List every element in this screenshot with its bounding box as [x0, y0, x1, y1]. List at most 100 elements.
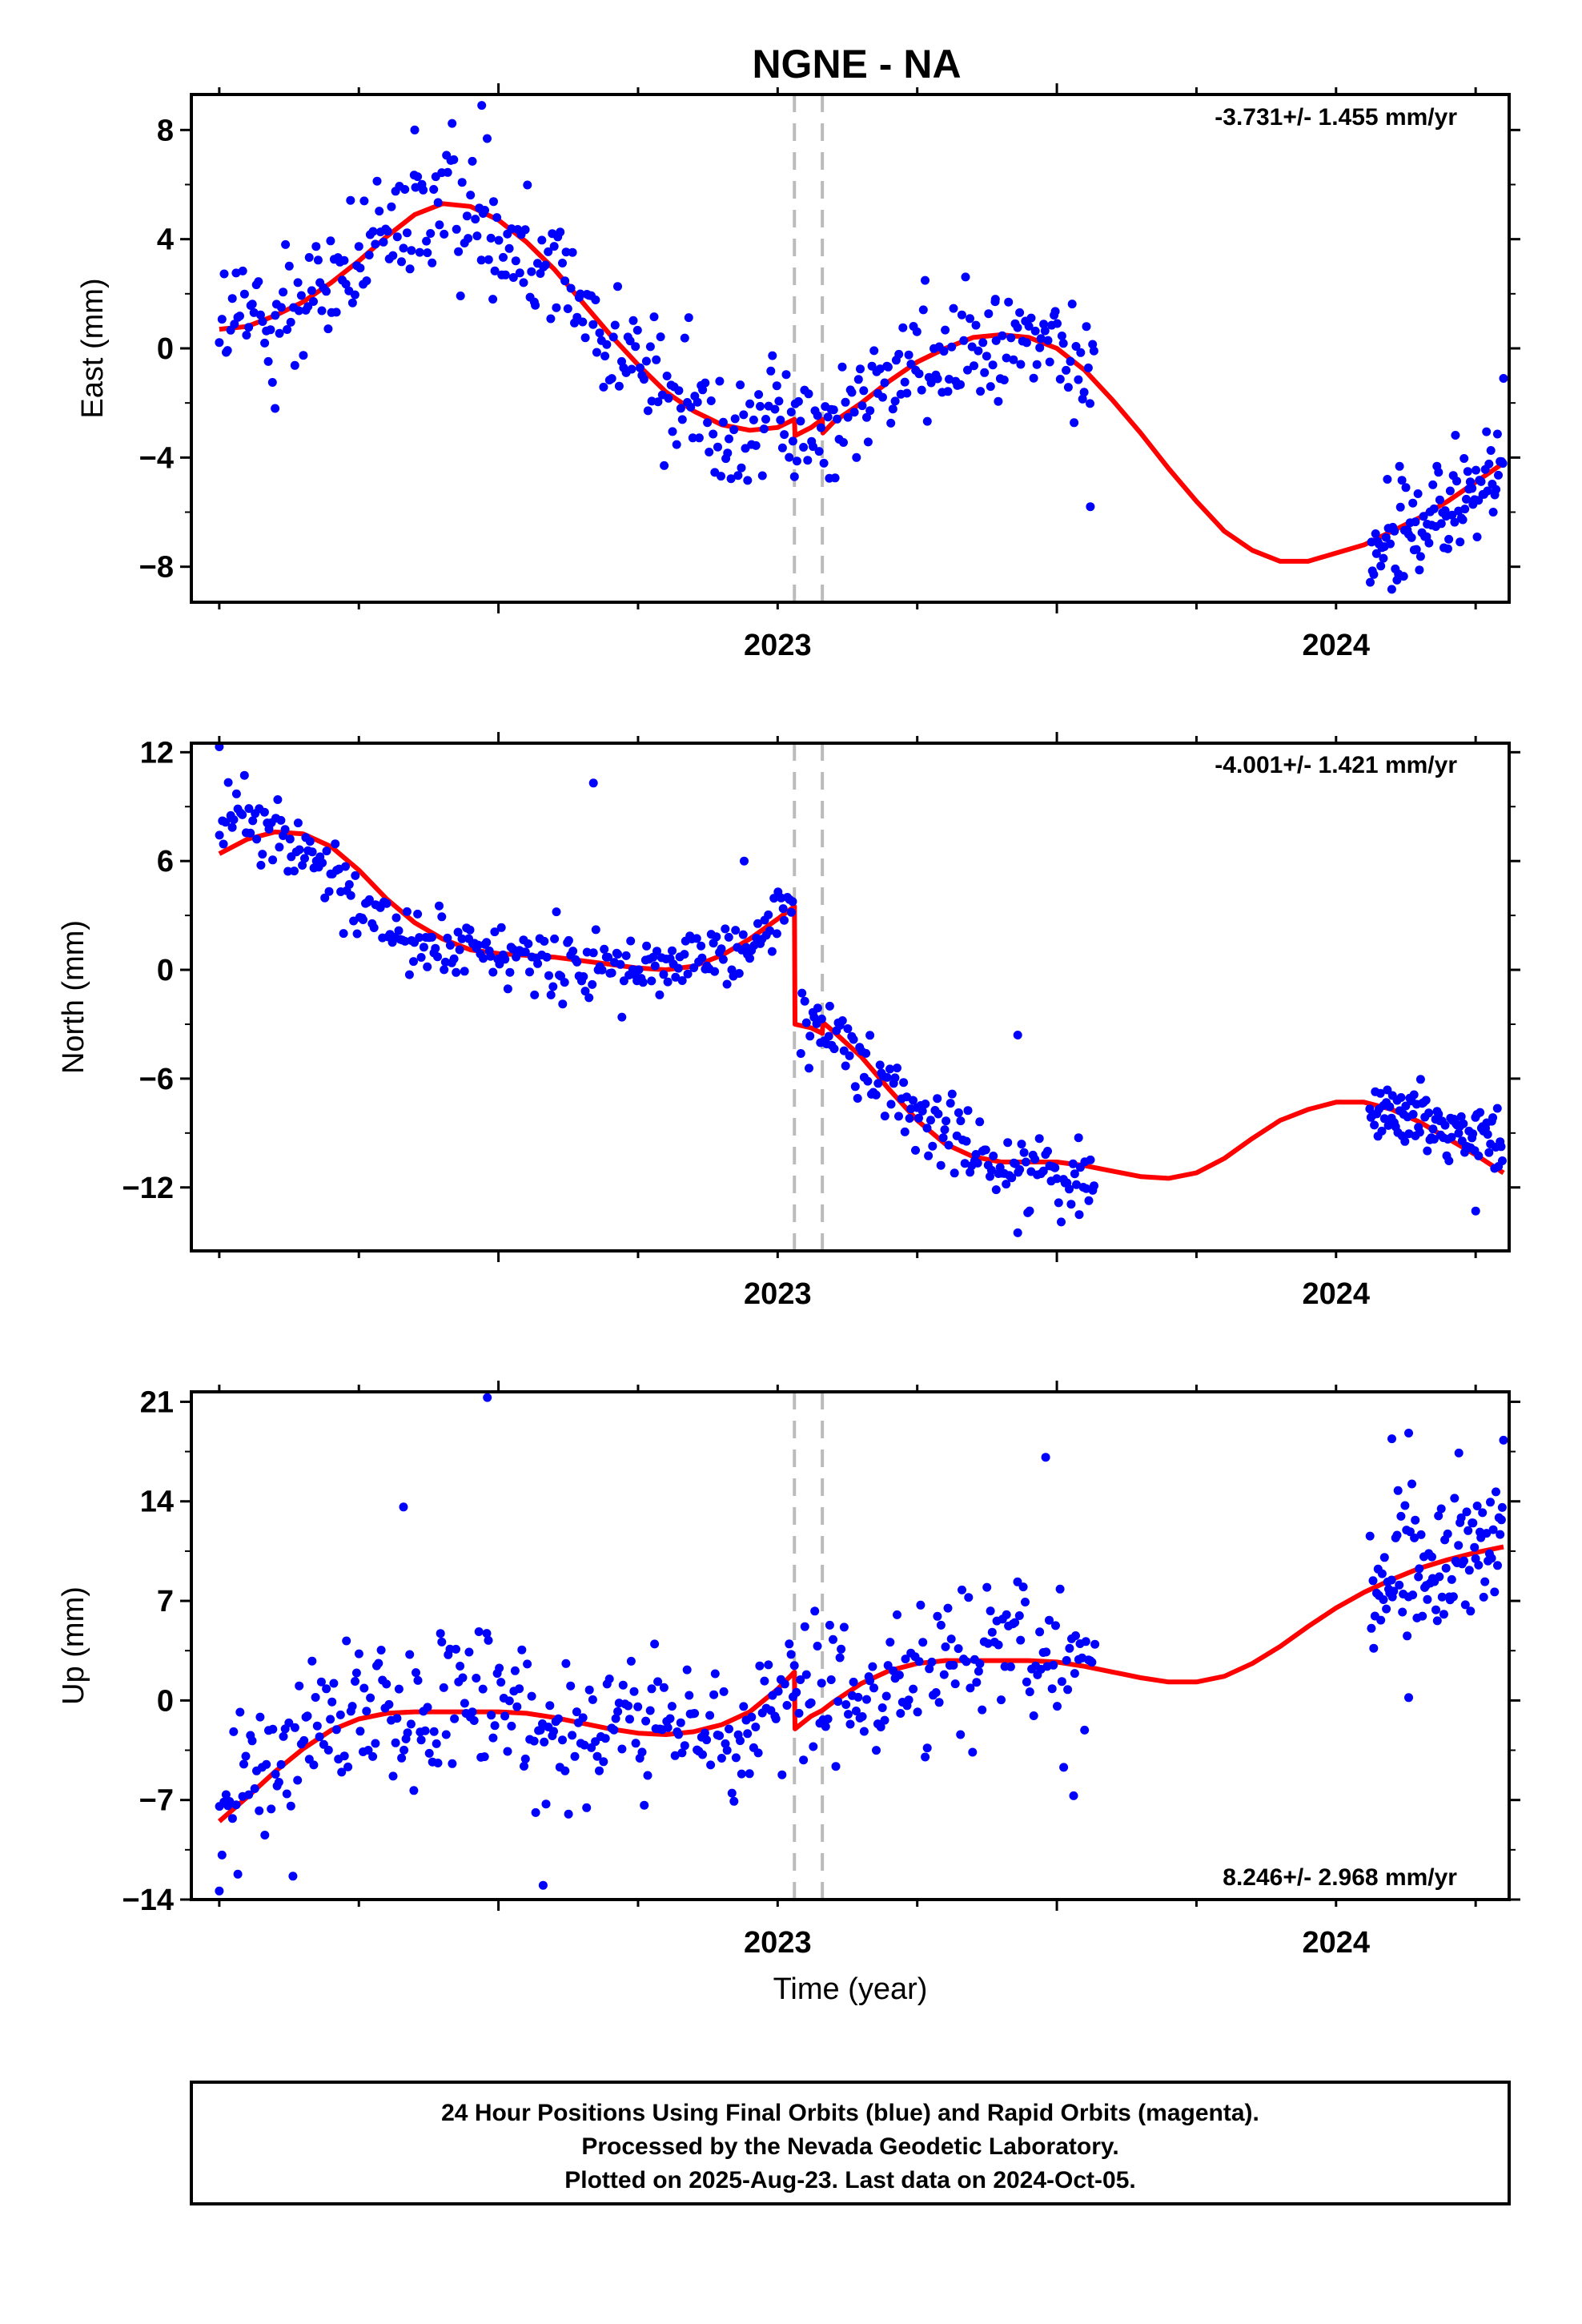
data-point — [1436, 519, 1446, 529]
data-point — [1483, 486, 1492, 496]
data-point — [973, 1158, 982, 1168]
data-point — [617, 1744, 627, 1754]
data-point — [986, 382, 995, 392]
data-point — [1399, 572, 1408, 581]
data-point — [402, 907, 412, 916]
data-point — [764, 1660, 773, 1670]
data-point — [912, 327, 921, 336]
data-point — [478, 1684, 488, 1694]
data-point — [313, 255, 323, 265]
data-point — [789, 1661, 799, 1671]
data-point — [230, 320, 239, 329]
data-point — [1022, 338, 1031, 348]
data-point — [994, 396, 1003, 406]
data-point — [817, 1679, 826, 1688]
data-point — [484, 1635, 493, 1645]
data-point — [490, 1721, 500, 1731]
data-point — [267, 378, 277, 387]
data-point — [843, 1024, 853, 1033]
data-point — [1387, 1575, 1396, 1585]
data-point — [901, 1655, 910, 1664]
data-point — [558, 999, 568, 1009]
data-point — [1059, 1763, 1069, 1772]
data-point — [718, 955, 728, 964]
data-point — [684, 313, 693, 323]
data-point — [460, 967, 469, 976]
data-point — [1045, 357, 1054, 367]
data-point — [1053, 319, 1062, 328]
data-point — [872, 1746, 881, 1755]
data-point — [810, 1606, 820, 1616]
data-point — [244, 1790, 254, 1799]
data-point — [1416, 1530, 1426, 1539]
data-point — [564, 935, 573, 945]
data-point — [436, 1629, 445, 1638]
data-point — [407, 246, 416, 255]
data-point — [283, 325, 292, 334]
data-point — [859, 386, 869, 396]
data-point — [1395, 502, 1405, 512]
data-point — [300, 854, 309, 863]
data-point — [717, 944, 726, 954]
data-point — [789, 472, 799, 481]
data-point — [837, 1644, 846, 1654]
data-point — [1482, 1529, 1492, 1538]
data-point — [724, 932, 733, 942]
data-point — [656, 332, 665, 342]
data-point — [918, 1638, 928, 1647]
data-point — [1383, 475, 1392, 484]
data-point — [1403, 1631, 1412, 1641]
data-point — [1379, 1595, 1388, 1604]
data-point — [564, 1809, 573, 1819]
data-point — [410, 125, 420, 135]
data-point — [531, 1807, 540, 1817]
data-point — [922, 1743, 932, 1753]
data-point — [508, 273, 518, 282]
data-point — [503, 1747, 512, 1756]
data-point — [813, 411, 822, 420]
data-point — [540, 936, 549, 946]
data-point — [740, 856, 749, 866]
data-point — [1021, 1598, 1030, 1606]
data-point — [588, 778, 598, 788]
data-point — [970, 361, 978, 371]
data-point — [800, 996, 809, 1006]
data-point — [1030, 326, 1040, 336]
data-point — [653, 1677, 663, 1687]
data-point — [956, 1116, 966, 1126]
data-point — [1387, 1434, 1396, 1444]
data-point — [1070, 418, 1079, 428]
data-point — [247, 300, 257, 309]
data-point — [743, 476, 753, 485]
data-point — [904, 350, 913, 360]
data-point — [841, 1700, 851, 1709]
y-tick-label: 21 — [140, 1385, 174, 1419]
data-point — [706, 396, 716, 405]
data-point — [561, 1659, 571, 1668]
data-point — [843, 412, 853, 422]
data-point — [1078, 394, 1087, 404]
data-point — [833, 414, 842, 424]
data-point — [863, 437, 873, 447]
data-point — [295, 1681, 304, 1691]
data-point — [1379, 1553, 1389, 1562]
data-point — [705, 448, 714, 456]
data-point — [745, 954, 754, 963]
data-point — [531, 300, 540, 310]
data-point — [1460, 1600, 1470, 1610]
data-point — [443, 933, 452, 943]
data-point — [999, 376, 1009, 384]
data-point — [364, 895, 374, 904]
data-point — [721, 924, 730, 934]
data-point — [1408, 1110, 1418, 1119]
data-point — [1376, 1615, 1386, 1625]
data-point — [1456, 1112, 1466, 1121]
data-point — [776, 416, 785, 424]
data-point — [888, 404, 897, 414]
data-point — [1390, 526, 1399, 536]
data-point — [552, 907, 561, 917]
data-point — [246, 828, 255, 838]
data-point — [757, 471, 767, 480]
data-point — [767, 947, 777, 956]
data-point — [454, 247, 464, 256]
